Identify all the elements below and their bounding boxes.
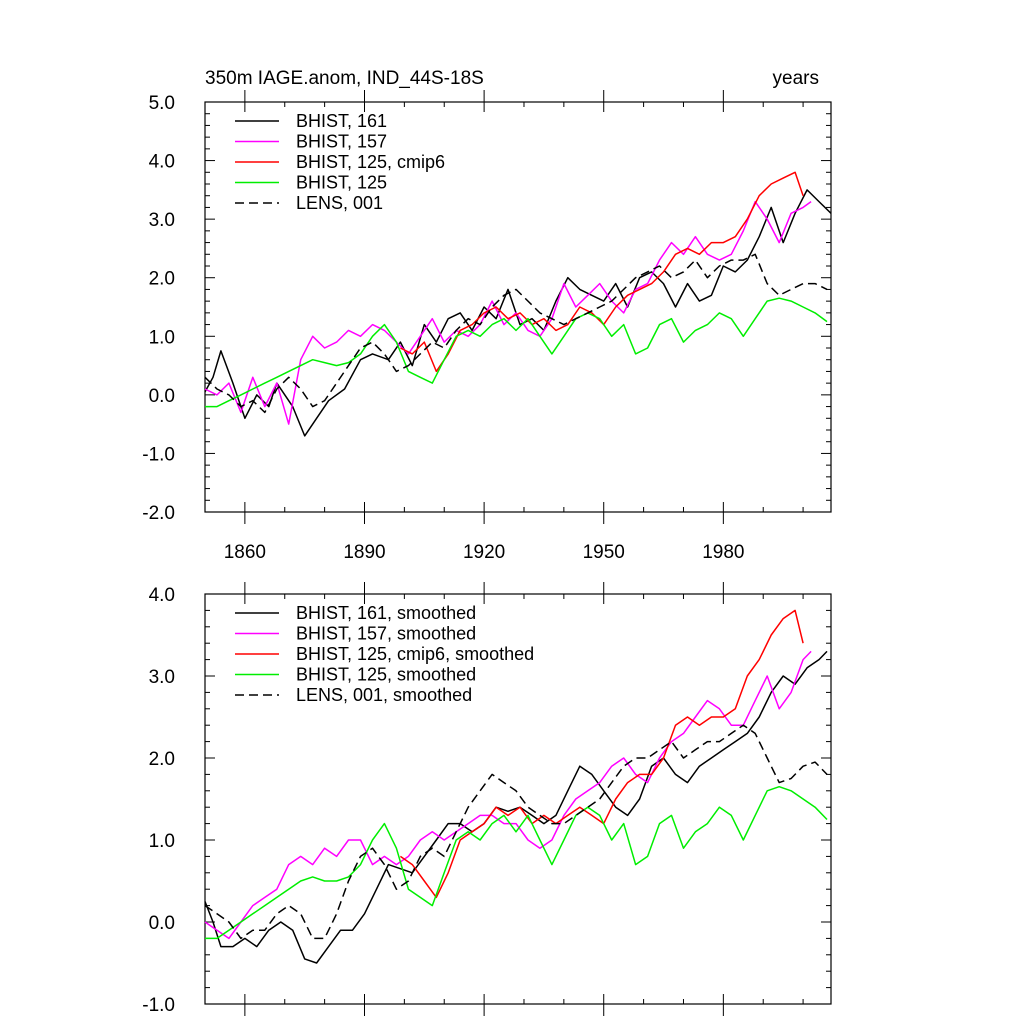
series-line-5 xyxy=(204,253,828,414)
y-tick-label: 0.0 xyxy=(149,386,175,407)
legend-label: BHIST, 157 xyxy=(296,132,387,152)
x-tick-label: 1920 xyxy=(463,542,505,563)
plot-frame xyxy=(204,593,832,1005)
legend-label: BHIST, 125 xyxy=(296,173,387,193)
legend-label: BHIST, 125, smoothed xyxy=(296,665,476,685)
legend-label: BHIST, 161 xyxy=(296,111,387,131)
legend-label: BHIST, 125, cmip6 xyxy=(296,152,445,172)
series-line-2 xyxy=(204,200,812,425)
chart-title-right: years xyxy=(773,68,819,89)
y-tick-label: 2.0 xyxy=(149,749,175,770)
y-tick-label: 5.0 xyxy=(149,93,175,114)
y-tick-label: 1.0 xyxy=(149,327,175,348)
y-tick-label: 2.0 xyxy=(149,269,175,290)
y-tick-label: -2.0 xyxy=(142,503,175,524)
y-tick-label: 4.0 xyxy=(149,152,175,173)
series-line-3 xyxy=(400,171,804,373)
x-tick-label: 1890 xyxy=(343,542,385,563)
series-line-5 xyxy=(204,724,828,940)
legend-label: LENS, 001, smoothed xyxy=(296,685,472,705)
x-tick-label: 1950 xyxy=(583,542,625,563)
y-tick-label: 4.0 xyxy=(149,585,175,606)
legend-label: LENS, 001 xyxy=(296,193,383,213)
y-tick-label: 1.0 xyxy=(149,831,175,852)
y-tick-label: 3.0 xyxy=(149,667,175,688)
series-line-4 xyxy=(205,785,828,940)
chart-title: 350m IAGE.anom, IND_44S-18S xyxy=(205,68,484,89)
y-tick-label: 3.0 xyxy=(149,210,175,231)
series-line-1 xyxy=(204,189,832,437)
chart-panel-1: -2.0 -1.0 0.0 1.0 2.0 3.0 4.0 5.0 1860 1890 1920 19… xyxy=(142,90,832,563)
legend-label: BHIST, 161, smoothed xyxy=(296,603,476,623)
x-tick-label: 1860 xyxy=(224,542,266,563)
y-tick-label: 0.0 xyxy=(149,913,175,934)
y-tick-label: -1.0 xyxy=(142,995,175,1016)
y-tick-label: -1.0 xyxy=(142,444,175,465)
legend-label: BHIST, 125, cmip6, smoothed xyxy=(296,644,534,664)
plot-frame xyxy=(204,101,832,513)
legend-label: BHIST, 157, smoothed xyxy=(296,624,476,644)
series-line-4 xyxy=(205,297,828,408)
x-tick-label: 1980 xyxy=(702,542,744,563)
series-line-1 xyxy=(204,650,828,964)
